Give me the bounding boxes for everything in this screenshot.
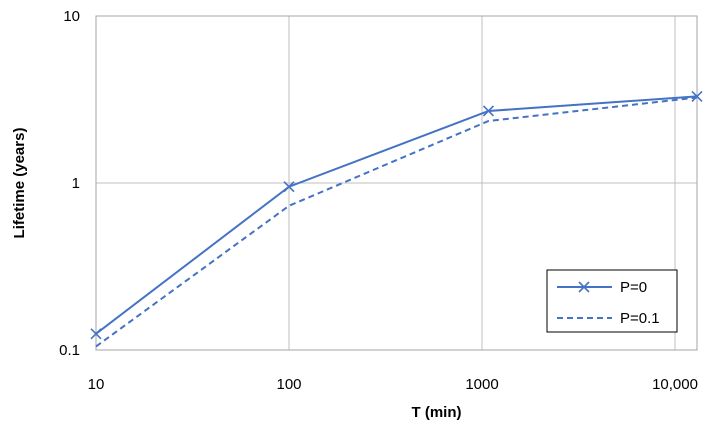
x-tick-label: 10 — [88, 376, 105, 393]
x-axis-ticks: 10 100 1000 10,000 — [88, 376, 698, 393]
series-point — [691, 90, 703, 102]
legend: P=0 P=0.1 — [546, 269, 678, 333]
series-line-1 — [95, 96, 698, 348]
point-mark — [482, 105, 495, 117]
y-tick-label: 1 — [72, 175, 80, 192]
y-axis-ticks: 0.1 1 10 — [59, 8, 80, 359]
series-line-0 — [95, 95, 698, 335]
point-mark — [691, 90, 703, 102]
series-point — [283, 181, 295, 193]
legend-label-1: P=0.1 — [620, 310, 660, 327]
series-layer — [90, 90, 703, 348]
y-tick-label: 0.1 — [59, 342, 80, 359]
legend-box — [546, 269, 678, 333]
legend-label-0: P=0 — [620, 279, 647, 296]
legend-marker — [578, 281, 590, 293]
plot-area-border — [95, 15, 698, 351]
x-tick-label: 1000 — [465, 376, 498, 393]
y-tick-label: 10 — [63, 8, 80, 25]
x-tick-label: 10,000 — [652, 376, 698, 393]
grid — [96, 16, 697, 350]
point-mark — [90, 328, 102, 340]
series-point — [482, 105, 495, 117]
y-axis-label: Lifetime (years) — [11, 128, 28, 239]
x-axis-label: T (min) — [412, 404, 462, 421]
series-point — [90, 328, 102, 340]
x-tick-label: 100 — [276, 376, 301, 393]
point-mark — [283, 181, 295, 193]
